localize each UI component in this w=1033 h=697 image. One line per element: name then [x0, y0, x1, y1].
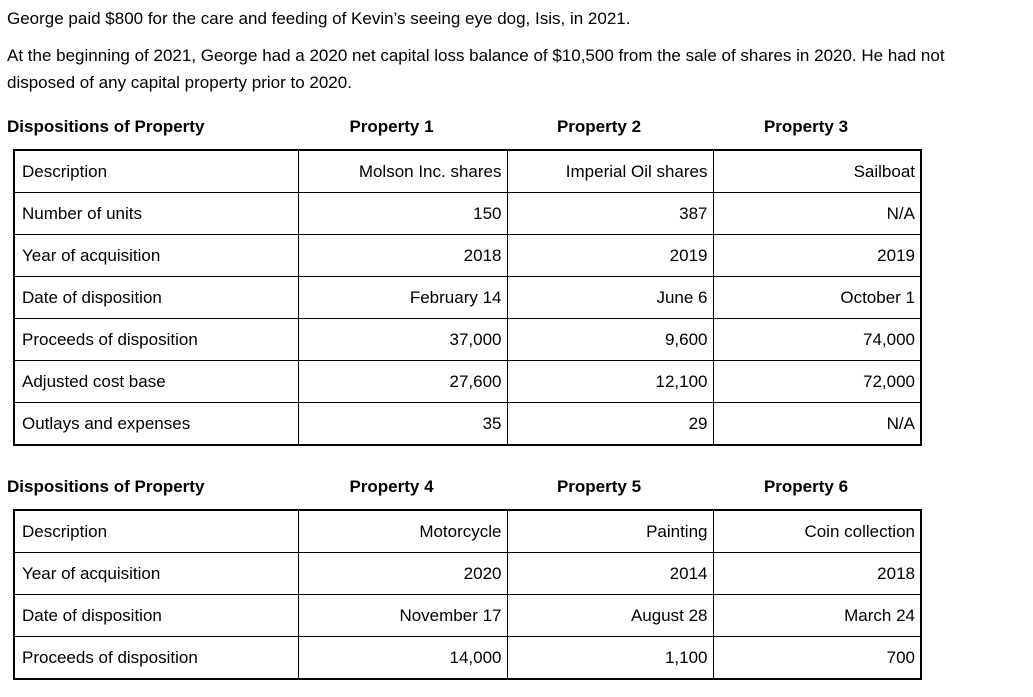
- cell-proceeds-p5: 1,100: [506, 636, 714, 680]
- table2-caption-row: Dispositions of Property Property 4 Prop…: [7, 477, 1023, 497]
- cell-units-p3: N/A: [712, 192, 922, 235]
- table-row: Year of acquisition 2020 2014 2018: [13, 552, 922, 595]
- dispositions-table-2: Description Motorcycle Painting Coin col…: [13, 509, 922, 680]
- cell-description-p5: Painting: [506, 509, 714, 553]
- cell-proceeds-p4: 14,000: [297, 636, 508, 680]
- cell-outlays-p2: 29: [506, 402, 714, 446]
- cell-year-p3: 2019: [712, 234, 922, 277]
- row-label-number-of-units: Number of units: [13, 192, 299, 235]
- cell-proceeds-p2: 9,600: [506, 318, 714, 361]
- cell-date-p6: March 24: [712, 594, 922, 637]
- cell-description-p3: Sailboat: [712, 149, 922, 193]
- row-label-adjusted-cost-base: Adjusted cost base: [13, 360, 299, 403]
- document-page: George paid $800 for the care and feedin…: [7, 9, 1023, 680]
- row-label-date-of-disposition: Date of disposition: [13, 276, 299, 319]
- dispositions-table-1: Description Molson Inc. shares Imperial …: [13, 149, 922, 446]
- cell-description-p4: Motorcycle: [297, 509, 508, 553]
- cell-year-p6: 2018: [712, 552, 922, 595]
- row-label-year-of-acquisition: Year of acquisition: [13, 234, 299, 277]
- table2-header-property-4: Property 4: [349, 477, 434, 496]
- cell-acb-p1: 27,600: [297, 360, 508, 403]
- table2-header-property-6: Property 6: [763, 477, 849, 496]
- cell-outlays-p3: N/A: [712, 402, 922, 446]
- cell-date-p1: February 14: [297, 276, 508, 319]
- cell-proceeds-p1: 37,000: [297, 318, 508, 361]
- cell-acb-p2: 12,100: [506, 360, 714, 403]
- table-row: Description Motorcycle Painting Coin col…: [13, 509, 922, 553]
- cell-description-p2: Imperial Oil shares: [506, 149, 714, 193]
- table-row: Outlays and expenses 35 29 N/A: [13, 402, 922, 446]
- table1-title: Dispositions of Property: [7, 117, 205, 136]
- row-label-date-of-disposition-2: Date of disposition: [13, 594, 299, 637]
- cell-units-p1: 150: [297, 192, 508, 235]
- cell-date-p3: October 1: [712, 276, 922, 319]
- row-label-year-of-acquisition-2: Year of acquisition: [13, 552, 299, 595]
- table1-header-property-3: Property 3: [763, 117, 849, 136]
- cell-year-p2: 2019: [506, 234, 714, 277]
- table-row: Proceeds of disposition 14,000 1,100 700: [13, 636, 922, 680]
- row-label-description: Description: [13, 149, 299, 193]
- row-label-proceeds-of-disposition-2: Proceeds of disposition: [13, 636, 299, 680]
- cell-date-p2: June 6: [506, 276, 714, 319]
- cell-date-p4: November 17: [297, 594, 508, 637]
- cell-year-p5: 2014: [506, 552, 714, 595]
- table-row: Proceeds of disposition 37,000 9,600 74,…: [13, 318, 922, 361]
- cell-proceeds-p3: 74,000: [712, 318, 922, 361]
- cell-date-p5: August 28: [506, 594, 714, 637]
- table-row: Number of units 150 387 N/A: [13, 192, 922, 235]
- table2-header-property-5: Property 5: [556, 477, 642, 496]
- cell-outlays-p1: 35: [297, 402, 508, 446]
- table1-header-property-1: Property 1: [349, 117, 434, 136]
- cell-description-p1: Molson Inc. shares: [297, 149, 508, 193]
- table2-title: Dispositions of Property: [7, 477, 205, 496]
- table1-header-property-2: Property 2: [556, 117, 642, 136]
- cell-description-p6: Coin collection: [712, 509, 922, 553]
- cell-acb-p3: 72,000: [712, 360, 922, 403]
- intro-paragraph: George paid $800 for the care and feedin…: [7, 9, 631, 28]
- table-row: Year of acquisition 2018 2019 2019: [13, 234, 922, 277]
- table-row: Description Molson Inc. shares Imperial …: [13, 149, 922, 193]
- cell-units-p2: 387: [506, 192, 714, 235]
- row-label-proceeds-of-disposition: Proceeds of disposition: [13, 318, 299, 361]
- cell-year-p1: 2018: [297, 234, 508, 277]
- cell-year-p4: 2020: [297, 552, 508, 595]
- table-row: Adjusted cost base 27,600 12,100 72,000: [13, 360, 922, 403]
- table-row: Date of disposition February 14 June 6 O…: [13, 276, 922, 319]
- row-label-description-2: Description: [13, 509, 299, 553]
- row-label-outlays-and-expenses: Outlays and expenses: [13, 402, 299, 446]
- table-row: Date of disposition November 17 August 2…: [13, 594, 922, 637]
- capital-loss-paragraph: At the beginning of 2021, George had a 2…: [7, 46, 945, 92]
- table1-caption-row: Dispositions of Property Property 1 Prop…: [7, 117, 1023, 137]
- cell-proceeds-p6: 700: [712, 636, 922, 680]
